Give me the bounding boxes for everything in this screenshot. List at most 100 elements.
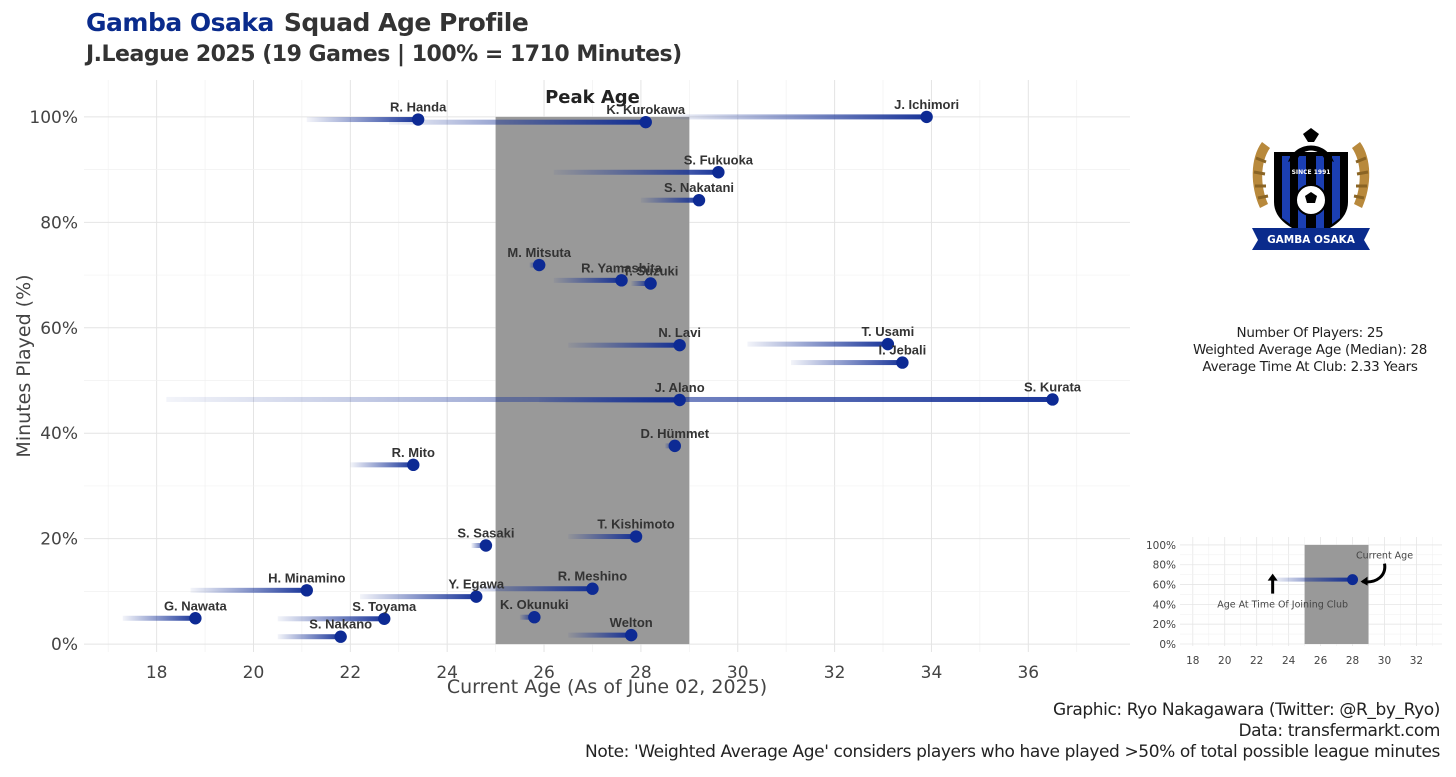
inset-x-tick-label: 28 (1346, 655, 1359, 667)
caption: Graphic: Ryo Nakagawara (Twitter: @R_by_… (585, 700, 1440, 763)
inset-x-tick-label: 32 (1410, 655, 1423, 667)
inset-axes: 18 20 22 24 26 28 30 32 0% 20% 40% 60% 80% 100% (1146, 540, 1423, 667)
inset-y-tick-label: 100% (1146, 540, 1176, 552)
label-k-okunuki: K. Okunuki (500, 597, 569, 612)
label-s-fukuoka: S. Fukuoka (684, 152, 754, 167)
point-y-egawa (470, 590, 483, 603)
caption-note: Note: 'Weighted Average Age' considers p… (585, 742, 1440, 762)
label-n-lavi: N. Lavi (658, 325, 701, 340)
label-i-jebali: I. Jebali (879, 343, 927, 358)
segment-welton (568, 632, 632, 638)
y-tick-label: 60% (40, 319, 78, 339)
point-h-minamino (300, 584, 313, 597)
inset-segment (1272, 577, 1353, 582)
segment-s-sasaki (471, 543, 486, 549)
inset-peak-band (1304, 544, 1369, 645)
segment-r-handa (306, 117, 419, 123)
segment-s-nakano (277, 634, 341, 640)
x-tick-label: 24 (436, 663, 458, 683)
y-tick-label: 0% (51, 635, 78, 655)
segment-t-kishimoto (568, 534, 637, 540)
label-welton: Welton (610, 615, 653, 630)
y-tick-label: 20% (40, 530, 78, 550)
x-tick-label: 36 (1017, 663, 1039, 683)
segment-s-nakatani (640, 197, 700, 203)
segment-r-mito (350, 462, 414, 468)
point-r-mito (407, 458, 420, 472)
legend-inset-chart: Current Age Age At Time Of Joining Club 1… (1146, 537, 1442, 667)
segment-s-toyama (277, 616, 385, 622)
point-j-ichimori (920, 110, 933, 124)
x-axis-title: Current Age (As of June 02, 2025) (447, 676, 767, 698)
point-s-sasaki (479, 539, 493, 552)
x-tick-label: 20 (243, 663, 265, 683)
club-crest: SINCE 1991 GAMBA OSAKA (1248, 128, 1374, 257)
segment-i-jebali (791, 360, 903, 366)
squad-stats: Number Of Players: 25 Weighted Average A… (1180, 325, 1440, 376)
label-t-suzuki: T. Suzuki (623, 263, 679, 278)
point-t-usami (881, 337, 895, 351)
point-m-mitsuta (533, 258, 546, 272)
point-t-kishimoto (629, 530, 643, 543)
x-tick-label: 32 (824, 663, 846, 683)
inset-x-tick-label: 26 (1314, 655, 1328, 667)
point-d-hu-mmet (668, 439, 681, 453)
title-text: Squad Age Profile (283, 8, 529, 37)
point-s-toyama (378, 612, 391, 625)
x-tick-label: 28 (630, 663, 652, 683)
peak-age-label: Peak Age (545, 87, 640, 108)
point-k-kurokawa (639, 115, 652, 129)
joining-arrowhead (1267, 573, 1278, 581)
inset-x-tick-label: 22 (1250, 655, 1263, 667)
player-points (189, 110, 1059, 643)
stat-time-at-club: Average Time At Club: 2.33 Years (1202, 359, 1418, 375)
inset-x-tick-label: 30 (1378, 655, 1391, 667)
segment-s-kurata (166, 396, 1053, 402)
chart-title: Gamba Osaka Squad Age Profile (86, 8, 529, 37)
inset-peak-rect (1304, 544, 1369, 645)
inset-x-tick-label: 24 (1282, 655, 1296, 667)
y-tick-label: 80% (40, 213, 78, 233)
point-s-fukuoka (712, 166, 725, 179)
crest-icon: SINCE 1991 GAMBA OSAKA (1252, 128, 1370, 250)
inset-current-label: Current Age (1356, 551, 1413, 562)
label-s-kurata: S. Kurata (1024, 379, 1082, 394)
point-r-handa (411, 113, 425, 126)
inset-marks: Current Age Age At Time Of Joining Club (1217, 551, 1413, 611)
point-i-jebali (896, 356, 909, 369)
segment-s-fukuoka (553, 169, 719, 175)
inset-x-tick-label: 20 (1218, 655, 1231, 667)
x-tick-label: 22 (340, 663, 362, 683)
segment-n-lavi (568, 342, 680, 348)
point-g-nawata (189, 612, 202, 625)
x-tick-label: 34 (921, 663, 943, 683)
label-s-nakatani: S. Nakatani (664, 180, 734, 195)
point-k-okunuki (528, 611, 541, 624)
stat-players: Number Of Players: 25 (1236, 325, 1384, 341)
label-m-mitsuta: M. Mitsuta (507, 245, 571, 260)
segment-y-egawa (360, 594, 477, 600)
inset-y-tick-label: 0% (1159, 639, 1176, 651)
label-s-sasaki: S. Sasaki (457, 526, 514, 541)
label-t-kishimoto: T. Kishimoto (597, 517, 674, 532)
segment-k-kurokawa (389, 119, 646, 125)
label-r-yamashita: R. Yamashita (581, 260, 662, 275)
point-welton (625, 628, 638, 642)
segment-t-suzuki (631, 280, 651, 286)
inset-y-tick-label: 60% (1153, 580, 1176, 592)
point-t-suzuki (644, 277, 657, 290)
point-s-nakatani (692, 193, 706, 207)
career-segments (122, 114, 1053, 640)
label-g-nawata: G. Nawata (164, 598, 228, 613)
segment-t-usami (747, 341, 888, 347)
x-tick-label: 26 (533, 663, 555, 683)
label-s-nakano: S. Nakano (309, 617, 372, 632)
y-tick-label: 40% (40, 424, 78, 444)
inset-joining-label: Age At Time Of Joining Club (1217, 600, 1348, 611)
label-k-kurokawa: K. Kurokawa (606, 102, 686, 117)
current-age-arrowhead (1360, 576, 1368, 586)
segment-h-minamino (190, 587, 307, 593)
segment-r-meshino (471, 586, 593, 592)
label-y-egawa: Y. Egawa (448, 577, 504, 592)
